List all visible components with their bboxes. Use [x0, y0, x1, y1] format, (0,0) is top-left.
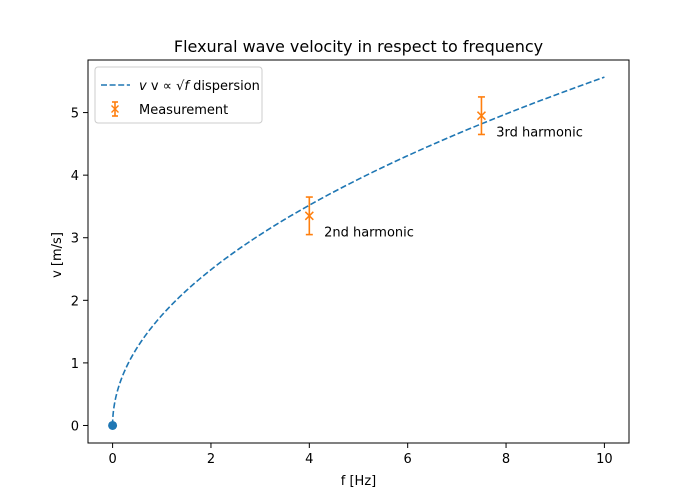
x-tick-label: 0 — [108, 452, 116, 467]
y-tick-label: 3 — [71, 232, 79, 247]
x-tick-label: 8 — [502, 452, 510, 467]
y-tick-label: 1 — [71, 357, 79, 372]
measurement-marker — [304, 211, 314, 221]
x-axis-label: f [Hz] — [341, 474, 376, 489]
legend-entry-measurement: Measurement — [111, 101, 228, 118]
legend-label-var-f: f — [184, 79, 191, 94]
y-tick-label: 2 — [71, 294, 79, 309]
x-tick-label: 2 — [207, 452, 215, 467]
measurement-point — [304, 196, 314, 236]
legend-box — [94, 66, 263, 124]
y-tick-label: 4 — [71, 169, 79, 184]
chart-title: Flexural wave velocity in respect to fre… — [174, 37, 543, 56]
legend-label-dispersion: v v ∝ √f dispersion — [139, 79, 260, 94]
legend-entry-dispersion: v v ∝ √f dispersion — [101, 79, 260, 94]
x-tick-label: 10 — [596, 452, 613, 467]
annotation-label: 3rd harmonic — [496, 125, 583, 140]
legend: v v ∝ √f dispersion Measurement — [94, 66, 263, 124]
y-axis-label: v [m/s] — [50, 232, 65, 278]
plot-area: 2nd harmonic 3rd harmonic 0 2 4 6 8 10 0 1 2 3 4 5 — [71, 59, 630, 467]
x-tick-label: 6 — [404, 452, 412, 467]
axes-frame — [87, 59, 630, 444]
y-tick-label: 5 — [71, 107, 79, 122]
legend-label-var-v: v — [139, 79, 147, 94]
origin-point — [108, 420, 118, 430]
x-tick-label: 4 — [305, 452, 313, 467]
dispersion-curve — [111, 76, 605, 426]
measurement-marker — [476, 111, 486, 121]
legend-label-prefix: v ∝ √ — [147, 79, 185, 94]
annotation-label: 2nd harmonic — [324, 225, 414, 240]
measurement-point — [476, 96, 486, 136]
y-tick-label: 0 — [71, 419, 79, 434]
legend-label-measurement: Measurement — [139, 103, 228, 118]
legend-label-suffix: dispersion — [189, 79, 260, 94]
legend-marker-x — [111, 105, 119, 113]
